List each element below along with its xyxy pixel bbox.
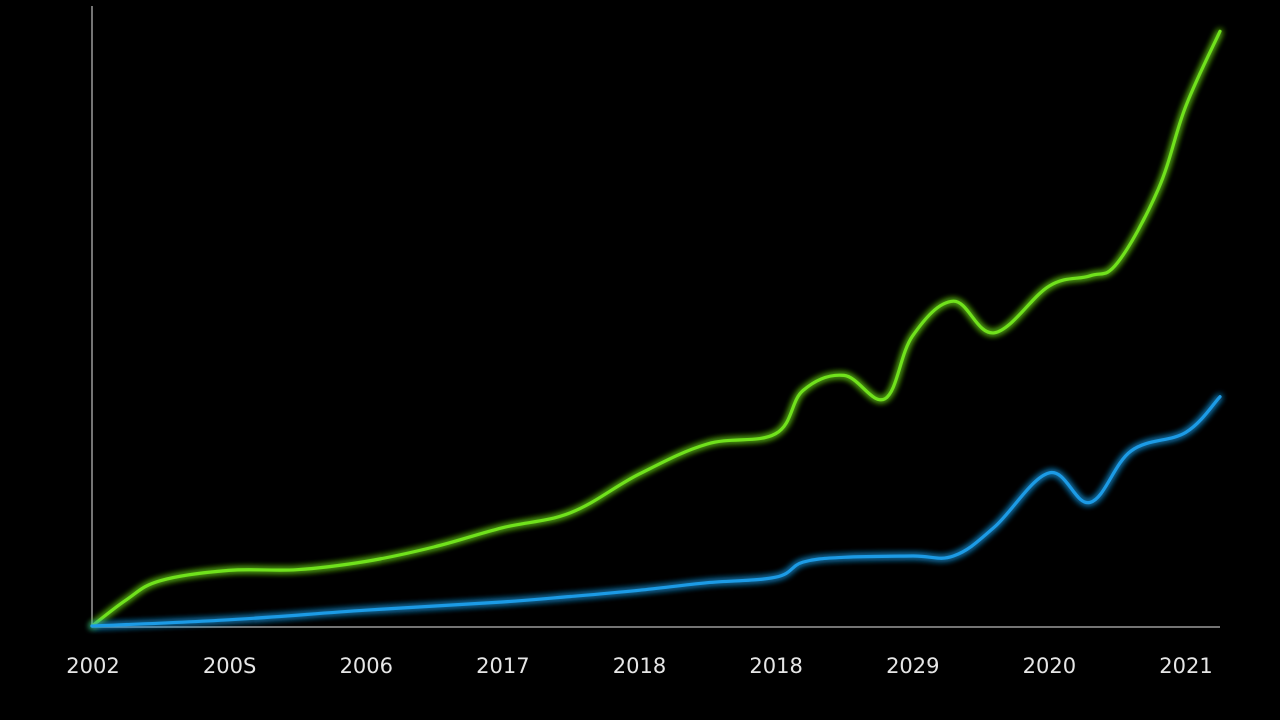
x-tick-label: 200S <box>203 654 256 678</box>
series-line-2 <box>90 395 1222 628</box>
x-tick-label: 2021 <box>1159 654 1212 678</box>
x-tick-label: 2018 <box>613 654 666 678</box>
x-tick-label: 2029 <box>886 654 939 678</box>
x-tick-label: 2002 <box>66 654 119 678</box>
series-layer <box>90 29 1222 628</box>
x-tick-label: 2017 <box>476 654 529 678</box>
x-tick-label: 2006 <box>340 654 393 678</box>
x-tick-labels: 2002 200S 2006 2017 2018 2018 2029 2020 2021 <box>66 654 1212 678</box>
series-line-1 <box>90 29 1222 628</box>
x-tick-label: 2020 <box>1023 654 1076 678</box>
x-tick-label: 2018 <box>749 654 802 678</box>
